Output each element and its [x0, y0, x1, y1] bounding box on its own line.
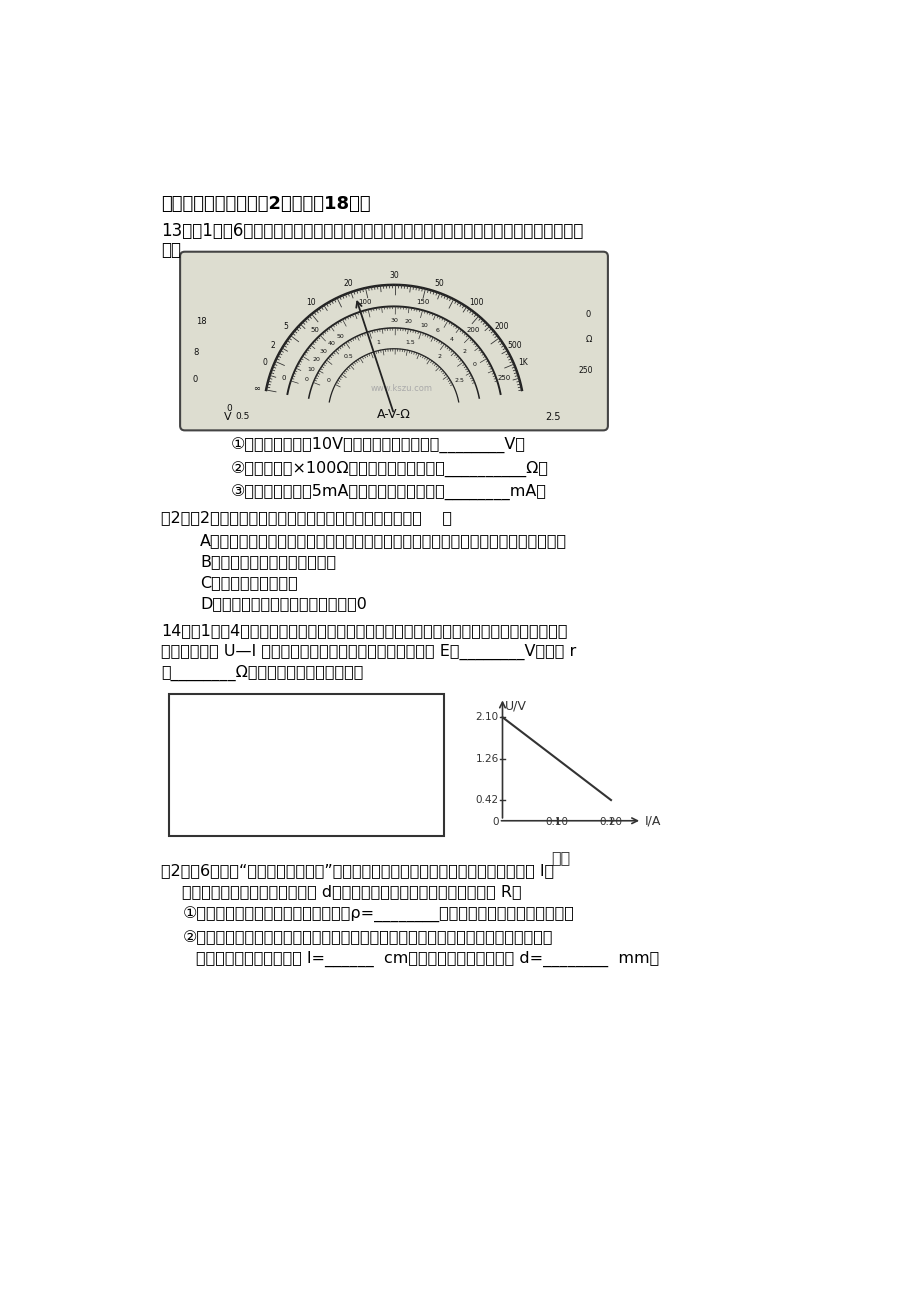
Text: 4: 4 [449, 337, 453, 342]
Text: 二、实验与探究题：（2小题，內18分）: 二、实验与探究题：（2小题，內18分） [162, 195, 370, 212]
Text: 1: 1 [376, 340, 380, 345]
Text: 0: 0 [326, 379, 330, 384]
Bar [169, 694, 444, 836]
Text: 5: 5 [283, 322, 289, 331]
Text: 20: 20 [404, 319, 412, 324]
Text: 20: 20 [312, 358, 321, 362]
Text: 14．（1）（4分）测量电源电动势和内阻的实验中，把实验原理图画在左边的方框中，根据: 14．（1）（4分）测量电源电动势和内阻的实验中，把实验原理图画在左边的方框中，… [162, 622, 567, 638]
Text: 2: 2 [270, 341, 275, 350]
Text: 0.5: 0.5 [344, 354, 354, 359]
Text: C．表盘刻度是均匀的: C．表盘刻度是均匀的 [200, 575, 298, 590]
Text: 用螺旋测微器测出金属丝的直径 d，用电流表和电压表测出金属丝的电阻 R。: 用螺旋测微器测出金属丝的直径 d，用电流表和电压表测出金属丝的电阻 R。 [182, 884, 521, 898]
Text: 1.5: 1.5 [404, 340, 414, 345]
Text: 0: 0 [193, 375, 198, 384]
Text: B．换挡后，都要重新欧姆调零: B．换挡后，都要重新欧姆调零 [200, 555, 336, 569]
Text: A-V-Ω: A-V-Ω [377, 408, 411, 421]
Text: 0: 0 [584, 310, 590, 319]
Text: 1K: 1K [518, 358, 528, 367]
Text: 250: 250 [497, 375, 511, 381]
Text: 6: 6 [435, 328, 439, 333]
Text: 10: 10 [306, 298, 315, 307]
Text: 100: 100 [469, 298, 483, 307]
Text: 250: 250 [578, 366, 593, 375]
Text: ③．如果是用直儆5mA档测量电流，则读数为________mA。: ③．如果是用直儆5mA档测量电流，则读数为________mA。 [231, 483, 547, 500]
Text: （2）（6分）在“测定金属的电阻率”的实验中，需要用刻度尺测出被测金属丝的长度 l。: （2）（6分）在“测定金属的电阻率”的实验中，需要用刻度尺测出被测金属丝的长度 … [162, 863, 554, 878]
Text: 18: 18 [197, 318, 207, 327]
Text: 2.5: 2.5 [454, 379, 464, 384]
Text: D．表盘刻度最左边表示电阻阻值为0: D．表盘刻度最左边表示电阻阻值为0 [200, 596, 367, 611]
Text: 0: 0 [492, 816, 498, 827]
Text: 实验数据作出 U—I 图像（如图乙所示），则蓄电池的电动势 E＝________V，内阻 r: 实验数据作出 U—I 图像（如图乙所示），则蓄电池的电动势 E＝________… [162, 643, 576, 660]
Text: 200: 200 [466, 327, 480, 333]
Text: 1.26: 1.26 [475, 754, 498, 764]
Text: 200: 200 [494, 322, 508, 331]
Text: 50: 50 [434, 279, 444, 288]
Text: 0.10: 0.10 [545, 816, 568, 827]
Text: 置。: 置。 [162, 241, 181, 259]
Text: ①．请写出测金属丝电阻率的表达式：ρ=________（用上述测量量的字母表示）。: ①．请写出测金属丝电阻率的表达式：ρ=________（用上述测量量的字母表示）… [182, 907, 573, 923]
Text: 13．（1）（6分）如下图所示是一个正在测量中的多用电表的表盘，指针稳定地指在图示位: 13．（1）（6分）如下图所示是一个正在测量中的多用电表的表盘，指针稳定地指在图… [162, 221, 584, 240]
Text: 0.20: 0.20 [599, 816, 622, 827]
Text: 0.42: 0.42 [475, 796, 498, 805]
Text: ①．如果是用直兡10V档测量电压，则读数为________V；: ①．如果是用直兡10V档测量电压，则读数为________V； [231, 437, 526, 453]
Text: 0: 0 [281, 375, 286, 381]
Text: 则金属丝长度的测量值为 l=______  cm，金属丝直径的测量值为 d=________  mm。: 则金属丝长度的测量值为 l=______ cm，金属丝直径的测量值为 d=___… [196, 950, 658, 967]
Text: I/A: I/A [643, 814, 660, 827]
Text: ②．若实验中测量金属丝的长度和直径时，刻度尺和螺旋测微器的示数分别如图所示，: ②．若实验中测量金属丝的长度和直径时，刻度尺和螺旋测微器的示数分别如图所示， [182, 930, 552, 945]
Text: 40: 40 [328, 341, 335, 346]
Text: 2.10: 2.10 [475, 712, 498, 723]
Text: 8: 8 [193, 348, 199, 357]
Text: 30: 30 [389, 271, 399, 280]
Text: 150: 150 [415, 299, 429, 305]
Text: ∞: ∞ [254, 384, 260, 393]
Text: A．读数时指针偏角太大了，为了减小读数误差，应该调小倍率，让指针指在中央附近: A．读数时指针偏角太大了，为了减小读数误差，应该调小倍率，让指针指在中央附近 [200, 534, 567, 548]
Text: 0: 0 [304, 378, 308, 381]
Text: 30: 30 [320, 349, 327, 354]
Text: 0.5: 0.5 [235, 411, 250, 421]
FancyBboxPatch shape [180, 251, 607, 431]
Text: ＝________Ω；（均保留三位有效数字）: ＝________Ω；（均保留三位有效数字） [162, 664, 364, 681]
Text: （2）（2分）关于欧姆表及其使用中的问题，正确的是：（    ）: （2）（2分）关于欧姆表及其使用中的问题，正确的是：（ ） [162, 510, 452, 526]
Text: 50: 50 [336, 335, 345, 339]
Text: 图乙: 图乙 [550, 850, 570, 865]
Text: 2: 2 [461, 349, 466, 354]
Text: 50: 50 [310, 327, 319, 333]
Text: 0: 0 [471, 362, 476, 367]
Text: ②．如果是用×100Ω档测量电阻，则读数为__________Ω；: ②．如果是用×100Ω档测量电阻，则读数为__________Ω； [231, 461, 549, 477]
Text: www.kszu.com: www.kszu.com [370, 384, 432, 393]
Text: V: V [223, 411, 231, 422]
Text: 500: 500 [507, 341, 522, 350]
Text: 10: 10 [307, 367, 314, 372]
Text: 100: 100 [357, 299, 371, 305]
Text: 30: 30 [390, 318, 398, 323]
Text: 2: 2 [437, 354, 440, 359]
Text: U/V: U/V [505, 699, 526, 712]
Text: 0: 0 [227, 405, 233, 413]
Text: 20: 20 [344, 279, 353, 288]
Text: 2.5: 2.5 [545, 411, 560, 422]
Text: Ω: Ω [585, 335, 592, 344]
Text: 10: 10 [420, 323, 427, 328]
Text: 0: 0 [262, 358, 267, 367]
